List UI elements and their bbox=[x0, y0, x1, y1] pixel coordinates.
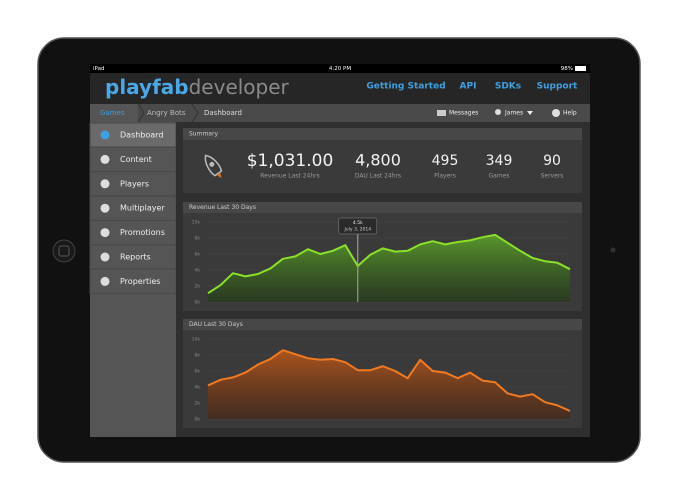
stat-value: 90 bbox=[543, 153, 561, 169]
y-tick-label: 6k bbox=[195, 369, 201, 375]
stat-label: Servers bbox=[541, 173, 564, 180]
panel-title: DAU Last 30 Days bbox=[189, 321, 243, 328]
user-menu[interactable]: James bbox=[504, 110, 523, 117]
y-tick-label: 0k bbox=[195, 417, 201, 423]
crumb[interactable]: Games bbox=[100, 109, 125, 117]
logo-developer: developer bbox=[189, 75, 290, 99]
sidebar-label[interactable]: Dashboard bbox=[120, 131, 163, 140]
charts: Revenue Last 30 Days 0k 2k 4k 6k 8k 10k 4.5kJul… bbox=[183, 202, 582, 428]
header bbox=[90, 73, 590, 104]
sidebar-icon bbox=[100, 252, 110, 262]
y-tick-label: 4k bbox=[195, 268, 201, 274]
y-tick-label: 4k bbox=[195, 385, 201, 391]
y-tick-label: 0k bbox=[195, 300, 201, 306]
y-tick-label: 2k bbox=[195, 284, 201, 290]
y-tick-label: 10k bbox=[192, 220, 201, 226]
logo-play: playfab bbox=[105, 75, 189, 99]
crumb: Dashboard bbox=[204, 109, 242, 117]
line bbox=[207, 233, 571, 295]
logo[interactable]: playfabdeveloper bbox=[105, 75, 290, 99]
camera bbox=[610, 247, 616, 253]
help-icon bbox=[552, 109, 560, 117]
status-bar bbox=[90, 64, 590, 73]
mail-icon bbox=[437, 110, 446, 116]
sidebar-icon bbox=[100, 276, 110, 286]
panel-title: Revenue Last 30 Days bbox=[189, 204, 256, 211]
battery-text: 98% bbox=[561, 66, 573, 72]
crumb-bg bbox=[90, 104, 138, 122]
nav-link[interactable]: Getting Started bbox=[366, 82, 445, 92]
tooltip bbox=[338, 217, 378, 235]
crumb-separator bbox=[137, 103, 199, 123]
home-icon bbox=[58, 245, 70, 257]
y-tick-label: 6k bbox=[195, 252, 201, 258]
rocket-icon bbox=[204, 154, 223, 179]
clock: 4:20 PM bbox=[329, 66, 351, 72]
sidebar-label[interactable]: Multiplayer bbox=[120, 204, 165, 213]
sidebar-label[interactable]: Content bbox=[120, 155, 152, 164]
user-icon bbox=[495, 109, 501, 115]
panel-header bbox=[183, 202, 582, 213]
stat-label: Players bbox=[434, 173, 456, 180]
y-tick-label: 8k bbox=[195, 236, 201, 242]
device-name: iPad bbox=[93, 66, 104, 72]
nav-link[interactable]: Support bbox=[537, 82, 578, 92]
sidebar-label[interactable]: Reports bbox=[120, 253, 151, 262]
sidebar-items: Dashboard Content Players Multiplayer Promot… bbox=[89, 122, 177, 294]
stat-label: Games bbox=[489, 173, 510, 180]
tooltip-value: 4.5k bbox=[353, 220, 363, 226]
user-menu[interactable]: Help bbox=[563, 110, 577, 117]
sidebar-icon bbox=[100, 154, 110, 164]
stat-label: Revenue Last 24hrs bbox=[260, 173, 319, 180]
stat-value: 4,800 bbox=[355, 151, 401, 170]
user-menu[interactable]: Messages bbox=[449, 110, 478, 117]
stat-value: 349 bbox=[486, 153, 513, 169]
line bbox=[207, 349, 571, 412]
area bbox=[208, 234, 570, 302]
panel-header bbox=[183, 319, 582, 330]
nav-link[interactable]: API bbox=[460, 82, 477, 92]
dropdown-icon bbox=[527, 111, 533, 115]
panel-header bbox=[183, 128, 582, 140]
sidebar-label[interactable]: Properties bbox=[120, 277, 160, 286]
stat-label: DAU Last 24hrs bbox=[355, 173, 401, 180]
nav-link[interactable]: SDKs bbox=[495, 82, 521, 92]
breadcrumb-bar bbox=[90, 104, 590, 122]
stat-value: $1,031.00 bbox=[247, 151, 334, 171]
sidebar-label[interactable]: Promotions bbox=[120, 228, 165, 237]
stats: $1,031.00 Revenue Last 24hrs 4,800 DAU Last… bbox=[247, 151, 564, 180]
stat-value: 495 bbox=[432, 153, 459, 169]
panel-title: Summary bbox=[189, 131, 218, 138]
area bbox=[208, 350, 570, 419]
tooltip-date: July 3, 2014 bbox=[343, 227, 371, 233]
sidebar-icon bbox=[100, 203, 110, 213]
sidebar-label[interactable]: Players bbox=[120, 179, 149, 188]
y-tick-label: 2k bbox=[195, 401, 201, 407]
battery-icon bbox=[575, 66, 586, 71]
y-tick-label: 10k bbox=[192, 337, 201, 343]
crumb[interactable]: Angry Bots bbox=[147, 109, 186, 117]
sidebar-icon bbox=[100, 179, 110, 189]
home-button[interactable] bbox=[52, 239, 76, 263]
sidebar-icon bbox=[100, 130, 110, 140]
y-tick-label: 8k bbox=[195, 353, 201, 359]
sidebar-icon bbox=[100, 228, 110, 238]
